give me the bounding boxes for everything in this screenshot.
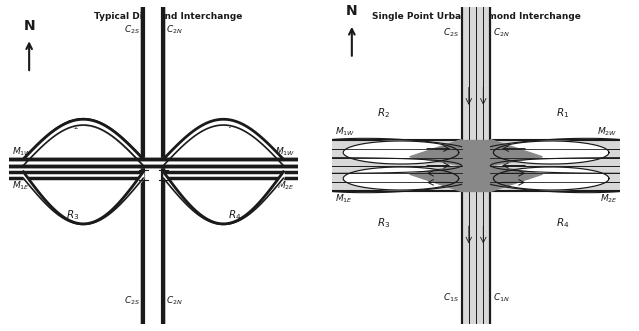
Text: $R_2$: $R_2$ [377, 107, 390, 120]
Polygon shape [491, 166, 543, 192]
Text: $R_3$: $R_3$ [377, 216, 390, 230]
Text: $C_{1S}$: $C_{1S}$ [443, 292, 459, 304]
Text: $C_{1N}$: $C_{1N}$ [493, 292, 511, 304]
Text: $M_{2E}$: $M_{2E}$ [600, 193, 618, 206]
Text: $C_{2S}$: $C_{2S}$ [124, 24, 141, 36]
FancyBboxPatch shape [332, 139, 620, 192]
Text: $R_1$: $R_1$ [556, 107, 569, 120]
Text: $C_{2N}$: $C_{2N}$ [493, 27, 511, 39]
FancyBboxPatch shape [461, 139, 491, 192]
Text: $R_4$: $R_4$ [227, 208, 241, 221]
Text: $R_3$: $R_3$ [66, 208, 79, 221]
Text: $R_1$: $R_1$ [227, 118, 241, 132]
Polygon shape [493, 167, 609, 190]
Polygon shape [410, 166, 461, 192]
Polygon shape [343, 141, 459, 164]
Text: $C_{2S}$: $C_{2S}$ [443, 27, 459, 39]
Text: $C_{2S}$: $C_{2S}$ [124, 295, 141, 307]
Text: Typical Diamond Interchange: Typical Diamond Interchange [94, 12, 242, 22]
Text: N: N [346, 4, 358, 18]
Polygon shape [343, 167, 459, 190]
Text: $C_{2N}$: $C_{2N}$ [166, 24, 183, 36]
FancyBboxPatch shape [141, 158, 166, 166]
Text: $M_{1E}$: $M_{1E}$ [12, 180, 29, 192]
Polygon shape [491, 139, 543, 166]
Text: N: N [24, 19, 35, 33]
Text: $M_{2W}$: $M_{2W}$ [597, 125, 618, 138]
Text: $M_{1E}$: $M_{1E}$ [334, 193, 352, 206]
Text: $M_{1W}$: $M_{1W}$ [334, 125, 355, 138]
Polygon shape [493, 141, 609, 164]
Text: $C_{2N}$: $C_{2N}$ [166, 295, 183, 307]
Polygon shape [410, 139, 461, 166]
Text: $R_4$: $R_4$ [556, 216, 569, 230]
Text: $M_{1W}$: $M_{1W}$ [12, 145, 32, 158]
Text: $R_2$: $R_2$ [66, 118, 79, 132]
FancyBboxPatch shape [461, 7, 491, 324]
Text: Single Point Urban Diamond Interchange: Single Point Urban Diamond Interchange [372, 12, 580, 22]
Text: $M_{1W}$: $M_{1W}$ [275, 145, 295, 158]
Text: $M_{2E}$: $M_{2E}$ [277, 180, 295, 192]
